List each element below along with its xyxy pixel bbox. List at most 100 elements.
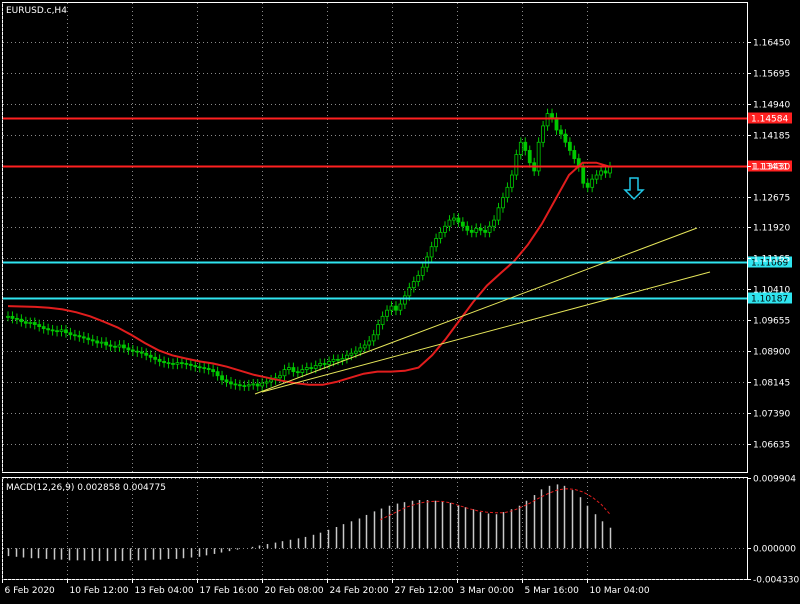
candle-body: [15, 317, 19, 320]
level-price-tag: [748, 256, 792, 268]
price-panel-frame: [2, 2, 748, 473]
macd-series: [7, 484, 612, 562]
x-tick-label: 10 Mar 04:00: [590, 586, 650, 596]
macd-y-tick-label: -0.004330: [753, 576, 799, 586]
price-axis: 1.16450 1.15695 1.14940 1.14185 1.13430 1.126…: [747, 39, 799, 586]
candle-body: [117, 344, 122, 348]
y-tick-label: 1.14940: [753, 101, 790, 111]
candle-body: [81, 336, 86, 339]
candle-body: [501, 197, 505, 209]
horizontal-levels[interactable]: 1.14584 1.13431 1.11069 1.10187: [3, 112, 792, 305]
candle-body: [469, 229, 474, 233]
candle-body: [541, 125, 546, 143]
y-tick-label: 1.08145: [753, 379, 790, 389]
candle-body: [385, 309, 389, 317]
candle-body: [389, 305, 394, 311]
candle-body: [278, 375, 282, 379]
candle-body: [184, 363, 189, 365]
moving-average-series: [7, 161, 611, 386]
candle-body: [331, 358, 336, 362]
candle-body: [68, 332, 73, 336]
level-price-label: 1.10187: [751, 295, 788, 305]
candle-body: [237, 384, 242, 387]
candle-body: [496, 207, 501, 221]
candle-body: [559, 129, 563, 135]
candle-body: [358, 347, 363, 352]
down-arrow-icon[interactable]: [623, 177, 645, 201]
candle-body: [64, 329, 68, 334]
candle-body: [309, 367, 314, 369]
candle-body: [157, 358, 162, 362]
candle-body: [108, 344, 113, 347]
candle-body: [456, 217, 461, 223]
candle-body: [340, 358, 345, 361]
candle-body: [590, 178, 595, 188]
candle-body: [246, 384, 251, 387]
candle-body: [144, 352, 149, 356]
candle-body: [291, 367, 296, 373]
candle-body: [55, 330, 59, 333]
trendline[interactable]: [254, 227, 698, 395]
candle-body: [77, 335, 82, 338]
candle-body: [10, 315, 15, 319]
level-price-label: 1.13431: [751, 163, 788, 173]
symbol-label: EURUSD.c,H4: [6, 6, 67, 16]
x-tick-label: 24 Feb 20:00: [330, 586, 389, 596]
candle-body: [220, 375, 224, 381]
candle-body: [585, 182, 590, 188]
candle-body: [474, 227, 479, 233]
candle-body: [135, 350, 140, 353]
candle-body: [345, 354, 349, 359]
time-axis: 6 Feb 2020 10 Feb 12:00 13 Feb 04:00 17 Feb…: [2, 579, 650, 596]
candle-body: [295, 371, 300, 374]
candle-body: [41, 326, 46, 330]
y-tick-label: 1.16450: [753, 39, 790, 49]
candle-body: [229, 381, 233, 385]
candle-body: [460, 221, 465, 227]
candle-body: [175, 362, 180, 365]
candle-body: [594, 174, 599, 180]
candle-body: [193, 365, 198, 368]
candle-body: [32, 322, 37, 325]
trendlines[interactable]: [254, 227, 711, 395]
candle-body: [153, 356, 158, 360]
candle-body: [443, 225, 447, 233]
candle-body: [394, 305, 398, 311]
candle-body: [398, 303, 403, 311]
x-tick-label: 5 Mar 16:00: [525, 586, 580, 596]
candle-body: [349, 352, 354, 356]
candle-body: [402, 295, 407, 305]
x-tick-label: 20 Feb 08:00: [265, 586, 324, 596]
candle-body: [407, 287, 412, 297]
candle-body: [180, 362, 184, 365]
candle-body: [50, 329, 55, 332]
candle-body: [287, 367, 291, 370]
y-tick-label: 1.15695: [753, 70, 790, 80]
candle-body: [260, 382, 265, 387]
candle-body: [126, 347, 131, 351]
candle-body: [171, 363, 175, 365]
candle-body: [420, 266, 425, 276]
candle-body: [367, 340, 372, 346]
x-tick-label: 10 Feb 12:00: [70, 586, 129, 596]
y-tick-label: 1.09655: [753, 317, 790, 327]
candle-body: [95, 340, 100, 344]
candle-body: [514, 154, 519, 176]
candle-body: [46, 328, 51, 331]
macd-y-tick-label: 0.009904: [753, 475, 796, 485]
candle-body: [599, 170, 603, 176]
candle-body: [139, 351, 144, 354]
level-price-label: 1.14584: [751, 115, 788, 125]
candle-body: [211, 369, 216, 373]
candle-body: [362, 344, 367, 349]
candle-body: [28, 322, 33, 324]
candle-body: [6, 315, 10, 318]
candle-body: [242, 385, 247, 387]
candle-body: [416, 274, 421, 282]
candle-body: [563, 133, 568, 143]
candle-body: [251, 383, 256, 386]
trendline[interactable]: [261, 271, 711, 393]
candle-body: [23, 321, 28, 324]
